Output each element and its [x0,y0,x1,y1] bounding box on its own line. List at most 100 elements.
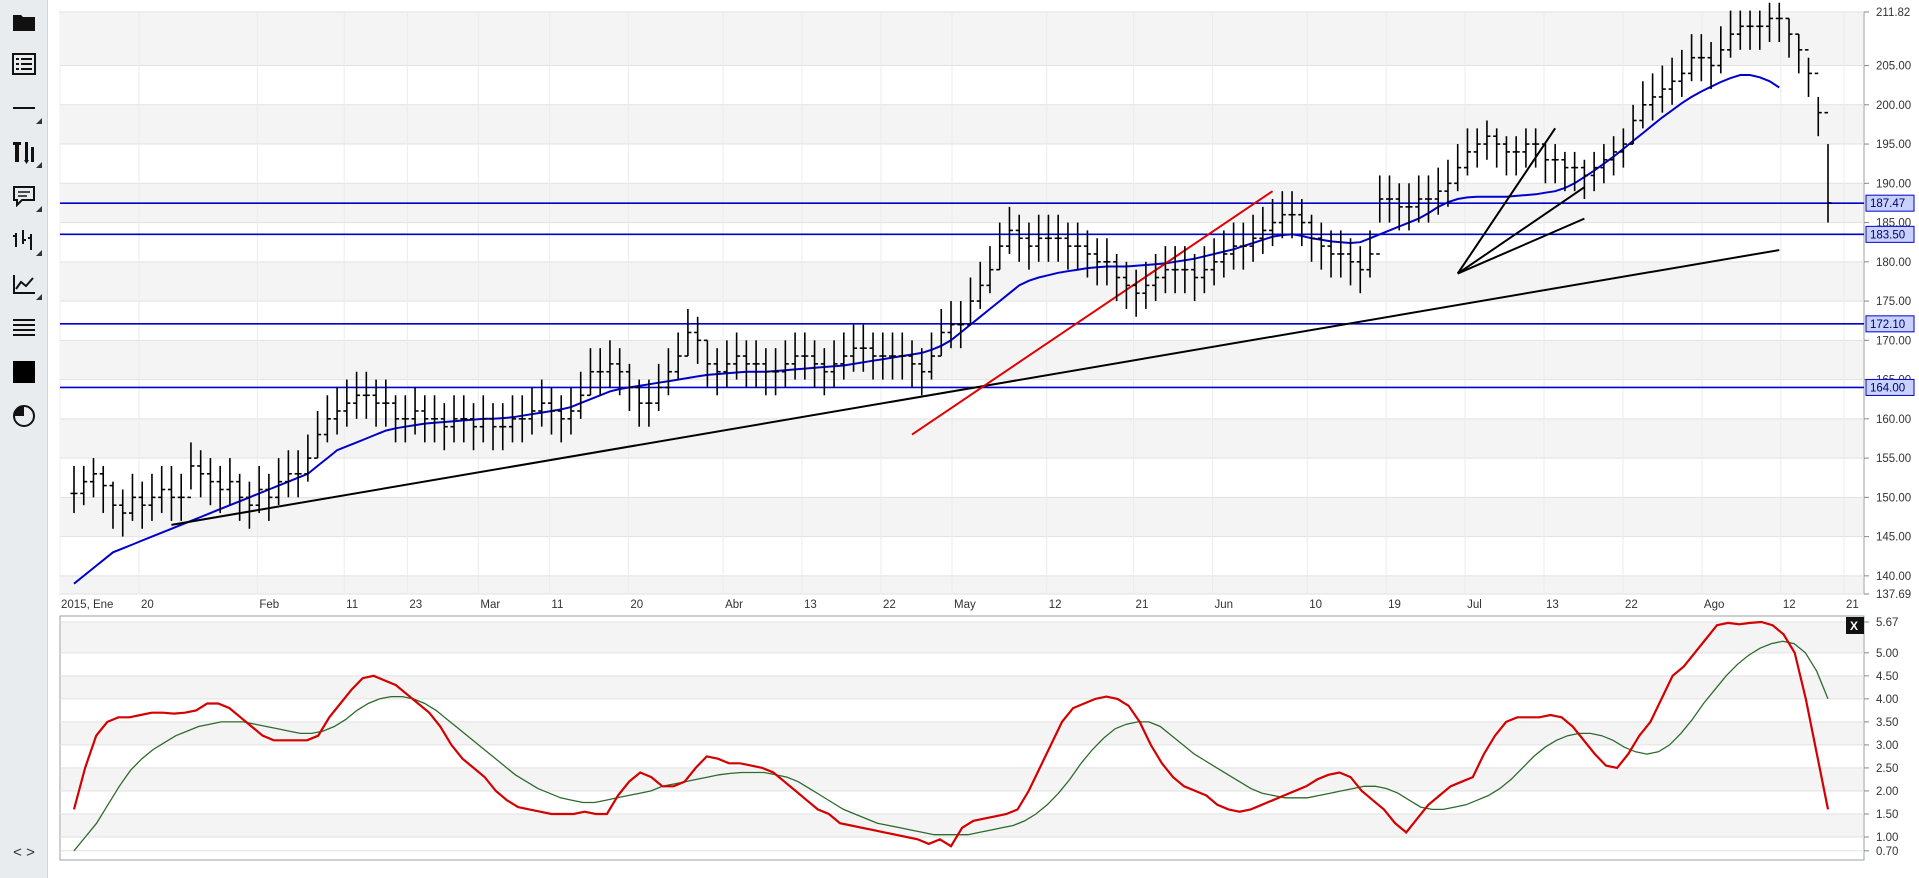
ohlc-bar [1152,253,1160,302]
y-tick-label: 180.00 [1876,257,1911,269]
y-tick-label: 195.00 [1876,139,1911,151]
x-tick-label: 13 [804,599,817,611]
grid-band [61,340,1863,380]
ohlc-bar [1113,253,1121,302]
ohlc-bar [518,395,526,443]
close-indicator-button[interactable]: X [1846,617,1864,634]
annotation-button[interactable] [8,180,42,212]
ohlc-bar [148,473,156,521]
y-tick-label: 200.00 [1876,100,1911,112]
ohlc-bar [343,379,351,427]
ohlc-bar [733,332,741,380]
ohlc-bar [596,348,604,396]
price-level-badge [1865,225,1915,243]
y-tick-label: 3.50 [1876,717,1898,729]
ohlc-bar [801,332,809,380]
ohlc-bar [158,465,166,514]
y-tick-label: 5.67 [1876,617,1898,629]
y-tick-label: 150.00 [1876,492,1911,504]
x-tick-label: 21 [1136,599,1149,611]
ohlc-bar [528,387,536,435]
ohlc-bar [1337,230,1345,278]
ohlc-bar [1717,26,1725,74]
ohlc-bar [1502,136,1510,176]
ohlc-bar [197,450,205,498]
ohlc-bar [850,324,858,372]
ohlc-bar [1785,17,1793,58]
ohlc-bars [70,2,1832,537]
ohlc-bar [1015,214,1023,262]
ohlc-bar [499,403,507,451]
ohlc-bar [1074,222,1082,270]
color-button[interactable] [8,356,40,388]
ohlc-bar [606,340,614,388]
price-level-label: 164.00 [1870,382,1905,394]
ohlc-bar [1775,2,1783,42]
ohlc-bar [586,348,594,397]
ohlc-bar [1473,128,1481,168]
ohlc-bar [1580,159,1588,200]
x-tick-label: 12 [1783,599,1796,611]
ohlc-bar [304,434,312,482]
open-button[interactable] [8,6,40,38]
line-tool-button[interactable] [8,92,42,124]
trend-line [1457,217,1585,275]
ohlc-bar [1308,214,1316,262]
ohlc-bar [1132,269,1140,317]
ohlc-bar [820,348,828,396]
pie-chart-icon [13,405,35,427]
ohlc-bar [1142,261,1150,309]
x-tick-label: 22 [883,599,896,611]
indicator-button[interactable] [8,268,42,300]
ohlc-bar [401,395,409,443]
list-button[interactable] [8,48,40,80]
ohlc-bar [577,371,585,419]
y-tick-label: 155.00 [1876,453,1911,465]
ohlc-bar [1541,143,1549,184]
submenu-corner-icon [36,250,42,256]
ohlc-bar [1424,175,1432,223]
ohlc-bar [1678,49,1686,97]
color-square-icon [13,361,35,383]
ohlc-bar [1561,151,1569,192]
x-tick-label: 12 [1049,599,1062,611]
toolbar: < > [0,0,48,878]
ohlc-bar [1814,72,1822,137]
ohlc-bar [928,332,936,380]
y-tick-label: 137.69 [1876,589,1911,601]
ohlc-bar [1756,10,1764,50]
ohlc-bar [1103,238,1111,286]
ohlc-bar [275,458,283,506]
ohlc-bar [1571,151,1579,192]
ohlc-bar [781,340,789,388]
x-tick-label: May [954,599,976,611]
navigation-arrows[interactable]: < > [13,844,35,861]
levels-button[interactable] [8,312,40,344]
y-tick-label: 0.70 [1876,846,1898,858]
indicator-panel: 5.67 5.00 4.50 4.00 3.50 3.00 2.50 2.00 1.50 1.00… [59,615,1898,861]
x-tick-label: Jul [1467,599,1482,611]
price-level-label: 172.10 [1870,319,1905,331]
pie-button[interactable] [8,400,40,432]
ohlc-bar [1610,136,1618,176]
ohlc-bar [1239,222,1247,270]
x-tick-label: 10 [1309,599,1322,611]
ohlc-bar [128,473,136,521]
drawing-tools-button[interactable] [8,136,42,168]
ohlc-bar [1532,128,1540,168]
ohlc-bar [245,481,253,529]
grid-band [61,575,1863,594]
price-level-badge [1865,194,1915,212]
ohlc-bar [1727,10,1735,58]
ohlc-bar [723,340,731,388]
y-tick-label: 190.00 [1876,178,1911,190]
grid-band [61,261,1863,302]
ohlc-bar [966,277,974,326]
y-tick-label: 145.00 [1876,532,1911,544]
ohlc-bar [1064,222,1072,270]
chart-type-button[interactable] [8,224,42,256]
grid-band [61,12,1863,66]
ohlc-bar [1483,120,1491,160]
x-tick-label: 20 [630,599,643,611]
